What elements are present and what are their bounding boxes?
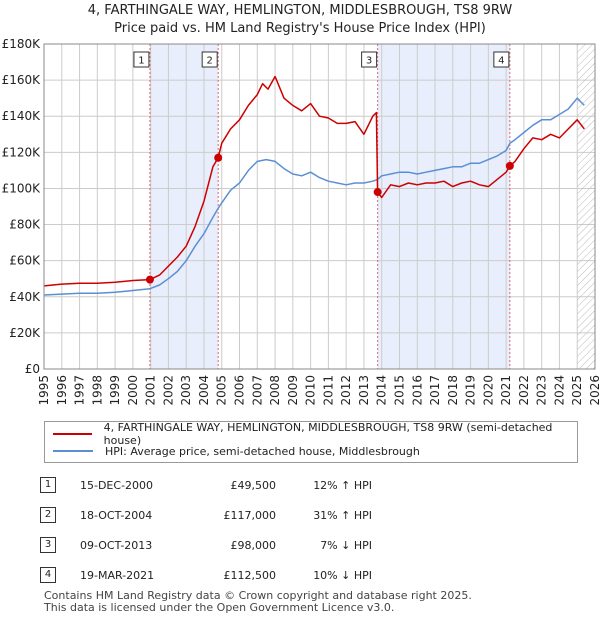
- x-tick-label: 2021: [499, 375, 513, 406]
- x-tick-label: 2022: [517, 375, 531, 406]
- forecast-hatch: [577, 44, 595, 369]
- y-tick-label: £100K: [2, 181, 42, 195]
- sale-hpi-diff: 7% ↓ HPI: [320, 538, 372, 552]
- x-tick-label: 2006: [233, 375, 247, 406]
- x-tick-label: 1995: [37, 375, 51, 406]
- footer-line-1: Contains HM Land Registry data © Crown c…: [44, 589, 472, 602]
- title-line-2: Price paid vs. HM Land Registry's House …: [114, 21, 486, 36]
- x-tick-label: 2007: [250, 375, 264, 406]
- table-row: 2 18-OCT-2004 £117,000 31% ↑ HPI: [40, 500, 372, 530]
- footer-line-2: This data is licensed under the Open Gov…: [44, 601, 395, 614]
- sale-point: [505, 161, 514, 170]
- sale-date: 18-OCT-2004: [80, 508, 153, 522]
- x-tick-label: 2009: [286, 375, 300, 406]
- sale-point: [214, 153, 223, 162]
- x-tick-label: 1999: [108, 375, 122, 406]
- x-tick-label: 2013: [357, 375, 371, 406]
- legend-swatch-hpi: [53, 450, 93, 452]
- x-tick-label: 1997: [73, 375, 87, 406]
- y-tick-label: £120K: [2, 145, 42, 159]
- sale-hpi-diff: 12% ↑ HPI: [313, 478, 372, 492]
- x-tick-label: 2002: [161, 375, 175, 406]
- shaded-period: [149, 44, 219, 369]
- x-tick-label: 2023: [535, 375, 549, 406]
- x-tick-label: 2026: [588, 375, 600, 406]
- table-row: 3 09-OCT-2013 £98,000 7% ↓ HPI: [40, 530, 372, 560]
- y-tick-label: £140K: [2, 109, 42, 123]
- sale-point: [145, 275, 154, 284]
- y-tick-label: £180K: [2, 37, 42, 51]
- x-tick-label: 2014: [375, 375, 389, 406]
- sale-marker-label: 2: [206, 56, 212, 67]
- y-tick-label: £60K: [9, 254, 41, 268]
- footer: Contains HM Land Registry data © Crown c…: [44, 590, 472, 614]
- price-chart: 1 2 3 4 £0 £20K £40K £60K £80K £100K £120K £140K £1…: [2, 37, 600, 406]
- sale-price: £112,500: [223, 568, 277, 582]
- x-tick-label: 2005: [215, 375, 229, 406]
- sale-point: [373, 188, 382, 197]
- sale-hpi-diff: 10% ↓ HPI: [313, 568, 372, 582]
- sale-marker-badge: [493, 51, 510, 68]
- sale-badge: 1: [40, 477, 56, 493]
- hpi-line: [43, 97, 585, 296]
- sale-badge: 4: [40, 567, 56, 583]
- title-line-1: 4, FARTHINGALE WAY, HEMLINGTON, MIDDLESB…: [87, 3, 513, 18]
- x-tick-label: 2024: [552, 375, 566, 406]
- x-tick-label: 2012: [339, 375, 353, 406]
- x-tick-label: 2020: [481, 375, 495, 406]
- sale-price: £117,000: [223, 508, 277, 522]
- shaded-period: [377, 44, 510, 369]
- plot-frame: [43, 43, 596, 370]
- sale-marker-label: 3: [366, 56, 372, 67]
- sales-table: 1 15-DEC-2000 £49,500 12% ↑ HPI 2 18-OCT…: [40, 470, 372, 590]
- property-price-line: [43, 75, 585, 287]
- sale-hpi-diff: 31% ↑ HPI: [313, 508, 372, 522]
- sale-badge: 3: [40, 537, 56, 553]
- x-tick-label: 2003: [179, 375, 193, 406]
- x-tick-label: 2011: [321, 375, 335, 406]
- legend-item-hpi: HPI: Average price, semi-detached house,…: [53, 443, 420, 459]
- x-tick-label: 2019: [464, 375, 478, 406]
- x-tick-label: 2004: [197, 375, 211, 406]
- legend-item-property: 4, FARTHINGALE WAY, HEMLINGTON, MIDDLESB…: [53, 421, 577, 447]
- sale-marker-badge: [361, 51, 378, 68]
- x-tick-label: 2015: [392, 375, 406, 406]
- legend: 4, FARTHINGALE WAY, HEMLINGTON, MIDDLESB…: [44, 421, 578, 463]
- sale-marker-badge: [133, 51, 150, 68]
- x-tick-label: 2008: [268, 375, 282, 406]
- x-tick-label: 1998: [90, 375, 104, 406]
- legend-label-property: 4, FARTHINGALE WAY, HEMLINGTON, MIDDLESB…: [103, 421, 553, 447]
- sale-marker-label: 4: [498, 56, 504, 67]
- sale-marker-label: 1: [138, 56, 144, 67]
- x-tick-label: 2017: [428, 375, 442, 406]
- x-tick-label: 2000: [126, 375, 140, 406]
- sale-date: 09-OCT-2013: [80, 538, 153, 552]
- table-row: 1 15-DEC-2000 £49,500 12% ↑ HPI: [40, 470, 372, 500]
- table-row: 4 19-MAR-2021 £112,500 10% ↓ HPI: [40, 560, 372, 590]
- y-tick-label: £160K: [2, 73, 42, 87]
- sale-date: 19-MAR-2021: [80, 568, 155, 582]
- y-tick-label: £20K: [9, 326, 41, 340]
- y-tick-label: £40K: [9, 290, 41, 304]
- x-tick-label: 2025: [570, 375, 584, 406]
- x-tick-label: 2016: [410, 375, 424, 406]
- sale-date: 15-DEC-2000: [80, 478, 154, 492]
- y-tick-label: £80K: [9, 218, 41, 232]
- legend-label-hpi: HPI: Average price, semi-detached house,…: [105, 444, 420, 458]
- sale-price: £49,500: [230, 478, 277, 492]
- x-tick-label: 2018: [446, 375, 460, 406]
- chart-title: 4, FARTHINGALE WAY, HEMLINGTON, MIDDLESB…: [0, 2, 600, 38]
- y-tick-label: £0: [25, 362, 40, 376]
- x-tick-label: 1996: [55, 375, 69, 406]
- sale-badge: 2: [40, 507, 56, 523]
- sale-price: £98,000: [230, 538, 277, 552]
- x-tick-label: 2010: [304, 375, 318, 406]
- x-tick-label: 2001: [144, 375, 158, 406]
- sale-marker-badge: [201, 51, 218, 68]
- legend-swatch-property: [53, 433, 92, 435]
